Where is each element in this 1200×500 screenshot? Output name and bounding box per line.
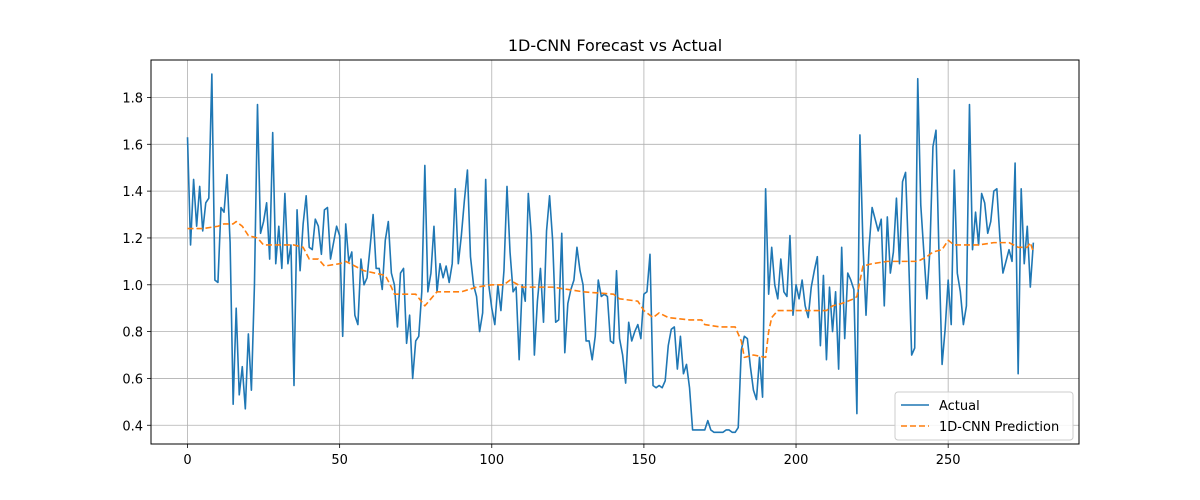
y-tick-label: 0.4 <box>122 419 143 434</box>
x-tick-label: 150 <box>631 453 656 468</box>
legend-box <box>894 391 1074 441</box>
plot-frame <box>150 59 1080 445</box>
x-tick-label: 50 <box>331 453 348 468</box>
series-line-actual <box>186 73 1035 434</box>
x-tick-label: 0 <box>183 453 191 468</box>
legend-label: Actual <box>939 399 980 414</box>
series-line-prediction <box>187 220 1035 359</box>
y-tick-label: 1.6 <box>122 138 143 153</box>
chart-title: 1D-CNN Forecast vs Actual <box>508 36 722 55</box>
x-tick-label: 100 <box>479 453 504 468</box>
x-tick-label: 250 <box>936 453 961 468</box>
y-tick-label: 0.6 <box>122 372 143 387</box>
legend-label: 1D-CNN Prediction <box>939 420 1059 435</box>
axes: 0 50 100 150 200 250 0.4 0.6 0.8 1.0 1.2 1.4 1.6 1.8 <box>122 91 960 468</box>
y-tick-label: 1.4 <box>122 185 143 200</box>
y-tick-label: 0.8 <box>122 326 143 341</box>
series-layer <box>186 73 1035 434</box>
legend: Actual 1D-CNN Prediction <box>894 391 1074 441</box>
x-tick-label: 200 <box>784 453 809 468</box>
y-tick-label: 1.8 <box>122 91 143 106</box>
y-tick-label: 1.0 <box>122 279 143 294</box>
y-tick-label: 1.2 <box>122 232 143 247</box>
